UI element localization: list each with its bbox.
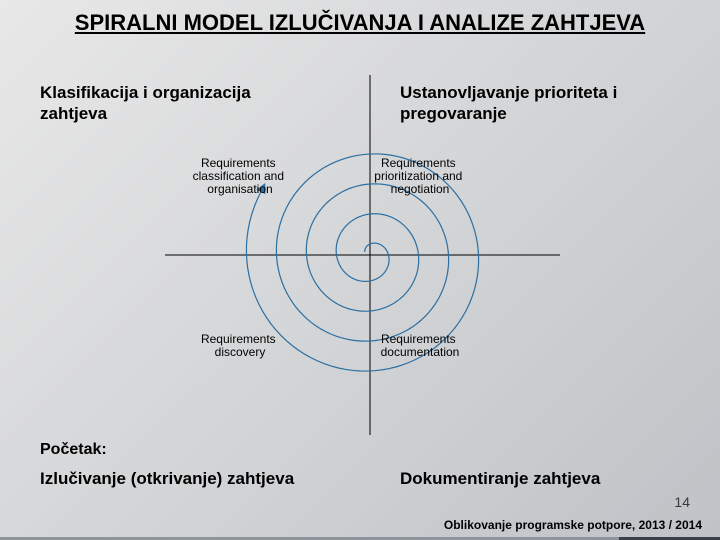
label-bottom-left: Izlučivanje (otkrivanje) zahtjeva <box>40 468 294 489</box>
quadrant-label-br: Requirements documentation <box>381 332 460 359</box>
label-bottom-right: Dokumentiranje zahtjeva <box>400 468 600 489</box>
footer-course: Oblikovanje programske potpore, 2013 / 2… <box>444 518 702 532</box>
label-top-left: Klasifikacija i organizacija zahtjeva <box>40 82 300 125</box>
label-top-right: Ustanovljavanje prioriteta i pregovaranj… <box>400 82 660 125</box>
slide-number: 14 <box>674 494 690 510</box>
label-start: Početak: <box>40 440 107 460</box>
slide-title: SPIRALNI MODEL IZLUČIVANJA I ANALIZE ZAH… <box>0 10 720 36</box>
quadrant-label-tl: Requirements classification and organisa… <box>193 156 288 196</box>
spiral-diagram: Requirements classification and organisa… <box>140 75 580 435</box>
quadrant-label-bl: Requirements discovery <box>201 332 279 359</box>
spiral-path <box>246 154 478 371</box>
quadrant-label-tr: Requirements prioritization and negotiat… <box>374 156 465 196</box>
spiral-arrowhead <box>256 183 265 194</box>
